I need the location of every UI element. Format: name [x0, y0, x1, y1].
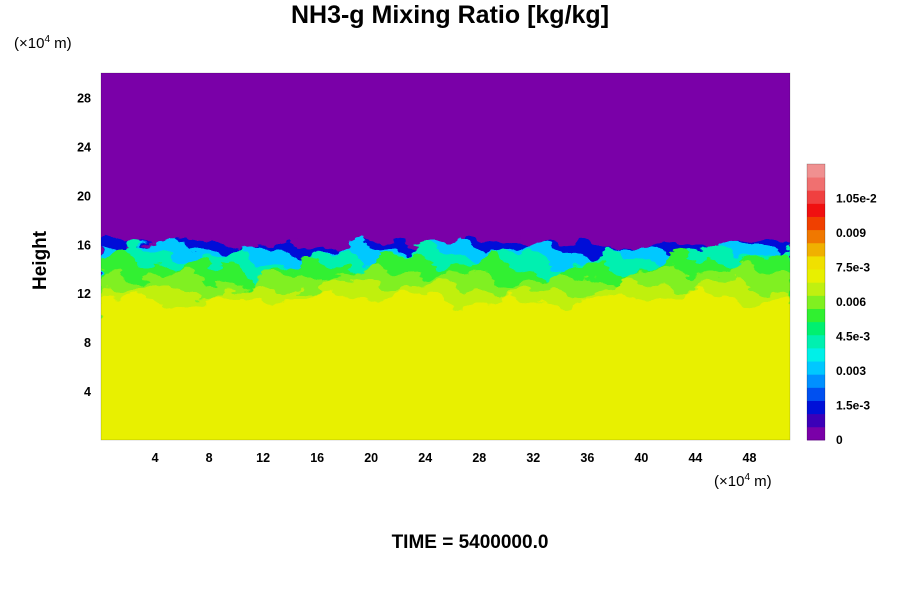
mixing-layer [101, 302, 790, 440]
colorbar-swatch [807, 426, 825, 441]
x-tick-label: 20 [364, 451, 378, 465]
colorbar-swatch [807, 321, 825, 336]
colorbar-swatch [807, 282, 825, 296]
colorbar-swatch [807, 374, 825, 388]
x-unit-label: (×104 m) [714, 472, 772, 490]
colorbar-swatch [807, 203, 825, 217]
y-tick-label: 12 [77, 287, 91, 301]
chart-title: NH3-g Mixing Ratio [kg/kg] [290, 1, 610, 29]
colorbar-swatch [807, 269, 825, 283]
colorbar-tick-label: 0 [836, 433, 843, 447]
colorbar-swatch [807, 308, 825, 323]
plot-frame [100, 72, 791, 441]
colorbar-tick-label: 1.05e-2 [836, 192, 877, 206]
x-ticks: 4 8 12 16 20 24 28 32 36 40 44 48 [152, 451, 757, 465]
y-tick-label: 20 [77, 189, 91, 203]
y-ticks: 4 8 12 16 20 24 28 [77, 91, 91, 399]
colorbar-swatch [807, 334, 825, 349]
x-tick-label: 4 [152, 451, 159, 465]
x-tick-label: 12 [256, 451, 270, 465]
colorbar-swatch [807, 190, 825, 204]
x-tick-label: 40 [634, 451, 648, 465]
mixing-band [101, 232, 790, 440]
colorbar-tick-label: 0.009 [836, 226, 866, 240]
x-tick-label: 8 [206, 451, 213, 465]
colorbar-frame [806, 163, 826, 441]
colorbar-swatch [807, 229, 825, 244]
x-tick-label: 44 [688, 451, 702, 465]
x-tick-label: 16 [310, 451, 324, 465]
x-tick-label: 36 [580, 451, 594, 465]
colorbar-swatch [807, 387, 825, 401]
colorbar-swatch [807, 413, 825, 428]
colorbar-tick-label: 0.006 [836, 295, 866, 309]
colorbar-swatch [807, 361, 825, 375]
x-tick-label: 28 [472, 451, 486, 465]
colorbar-swatch [807, 242, 825, 257]
colorbar-swatch [807, 256, 825, 270]
colorbar-tick-label: 0.003 [836, 364, 866, 378]
colorbar-tick-label: 7.5e-3 [836, 261, 870, 275]
y-tick-label: 8 [84, 336, 91, 350]
y-tick-label: 24 [77, 140, 91, 154]
x-tick-label: 48 [743, 451, 757, 465]
colorbar-swatch [807, 348, 825, 362]
colorbar-swatch [807, 295, 825, 309]
y-tick-label: 4 [84, 385, 91, 399]
y-tick-label: 16 [77, 238, 91, 252]
x-tick-label: 24 [418, 451, 432, 465]
colorbar-swatch [807, 216, 825, 231]
y-unit-label: (×104 m) [14, 34, 72, 52]
colorbar: 0 1.5e-3 0.003 4.5e-3 0.006 7.5e-3 0.009 1.05e-… [806, 163, 877, 447]
time-label: TIME = 5400000.0 [391, 532, 549, 553]
x-tick-label: 32 [526, 451, 540, 465]
colorbar-tick-label: 4.5e-3 [836, 330, 870, 344]
colorbar-swatch [807, 400, 825, 415]
colorbar-tick-label: 1.5e-3 [836, 399, 870, 413]
y-tick-label: 28 [77, 91, 91, 105]
colorbar-swatch [807, 177, 825, 191]
plot-area [101, 73, 790, 440]
colorbar-swatch [807, 164, 825, 178]
